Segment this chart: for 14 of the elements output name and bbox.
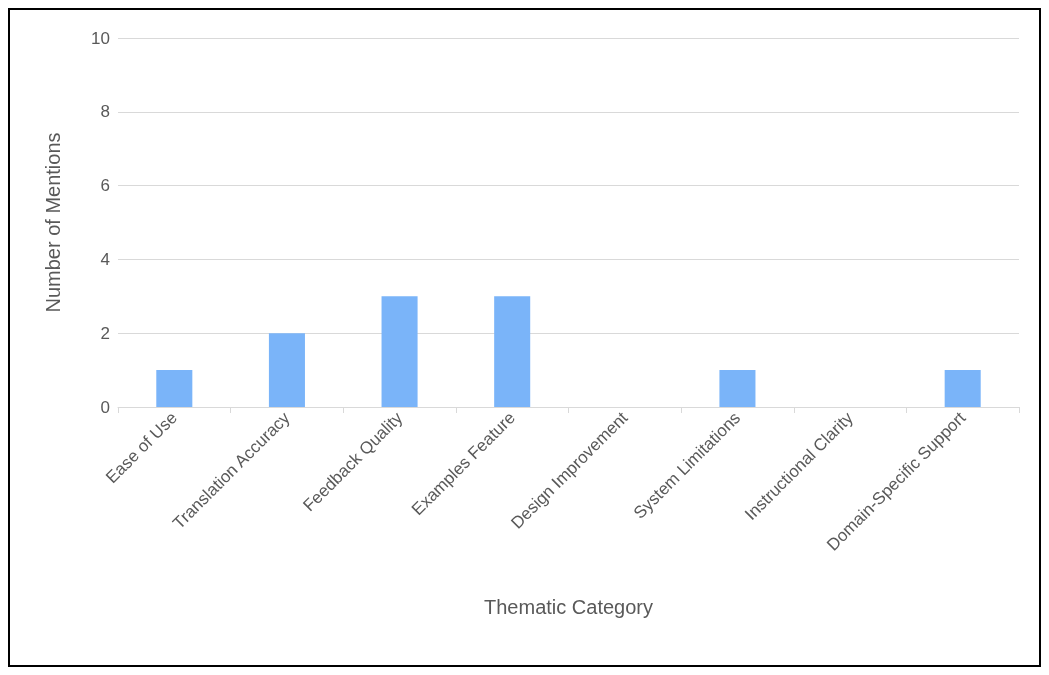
bar bbox=[719, 370, 756, 407]
y-tick-label: 10 bbox=[91, 28, 110, 48]
bar bbox=[268, 333, 305, 407]
y-tick-label: 2 bbox=[100, 323, 110, 343]
y-tick-label: 4 bbox=[100, 249, 110, 269]
bar bbox=[494, 296, 531, 407]
y-tick-label: 6 bbox=[100, 176, 110, 196]
y-tick-label: 0 bbox=[100, 397, 110, 417]
bar bbox=[944, 370, 981, 407]
y-tick-label: 8 bbox=[100, 102, 110, 122]
y-axis-title: Number of Mentions bbox=[42, 132, 64, 313]
x-axis-title: Thematic Category bbox=[484, 596, 653, 618]
bar bbox=[156, 370, 193, 407]
bar bbox=[381, 296, 418, 407]
